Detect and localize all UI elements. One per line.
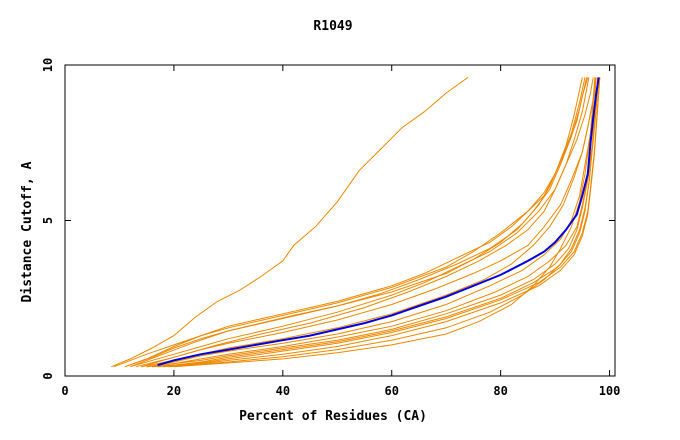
model-line-7	[146, 77, 597, 368]
y-tick-label-10: 10	[41, 58, 55, 72]
model-line-6	[141, 77, 597, 368]
series-layer	[111, 76, 601, 368]
x-tick-label-60: 60	[385, 384, 399, 398]
model-line-17	[141, 77, 590, 368]
x-tick-label-80: 80	[493, 384, 507, 398]
x-axis-label: Percent of Residues (CA)	[239, 409, 427, 424]
model-line-1	[111, 76, 469, 368]
y-tick-label-5: 5	[41, 217, 55, 224]
x-tick-label-20: 20	[167, 384, 181, 398]
model-line-12	[162, 77, 601, 368]
model-line-15	[124, 77, 583, 368]
plot-frame	[64, 64, 616, 377]
model-line-14	[173, 77, 596, 368]
model-line-3	[124, 77, 586, 368]
ticks-layer: 0 20 40 60 80 100 0 5 10	[41, 58, 620, 398]
highlight-line	[157, 77, 600, 367]
chart-title: R1049	[313, 19, 352, 34]
x-tick-label-0: 0	[61, 384, 68, 398]
y-axis-label: Distance Cutoff, A	[20, 161, 35, 302]
model-line-4	[130, 77, 594, 368]
model-line-16	[130, 77, 588, 368]
x-tick-label-40: 40	[276, 384, 290, 398]
highlight-layer	[157, 77, 600, 367]
x-tick-label-100: 100	[599, 384, 621, 398]
y-tick-label-0: 0	[41, 372, 55, 379]
